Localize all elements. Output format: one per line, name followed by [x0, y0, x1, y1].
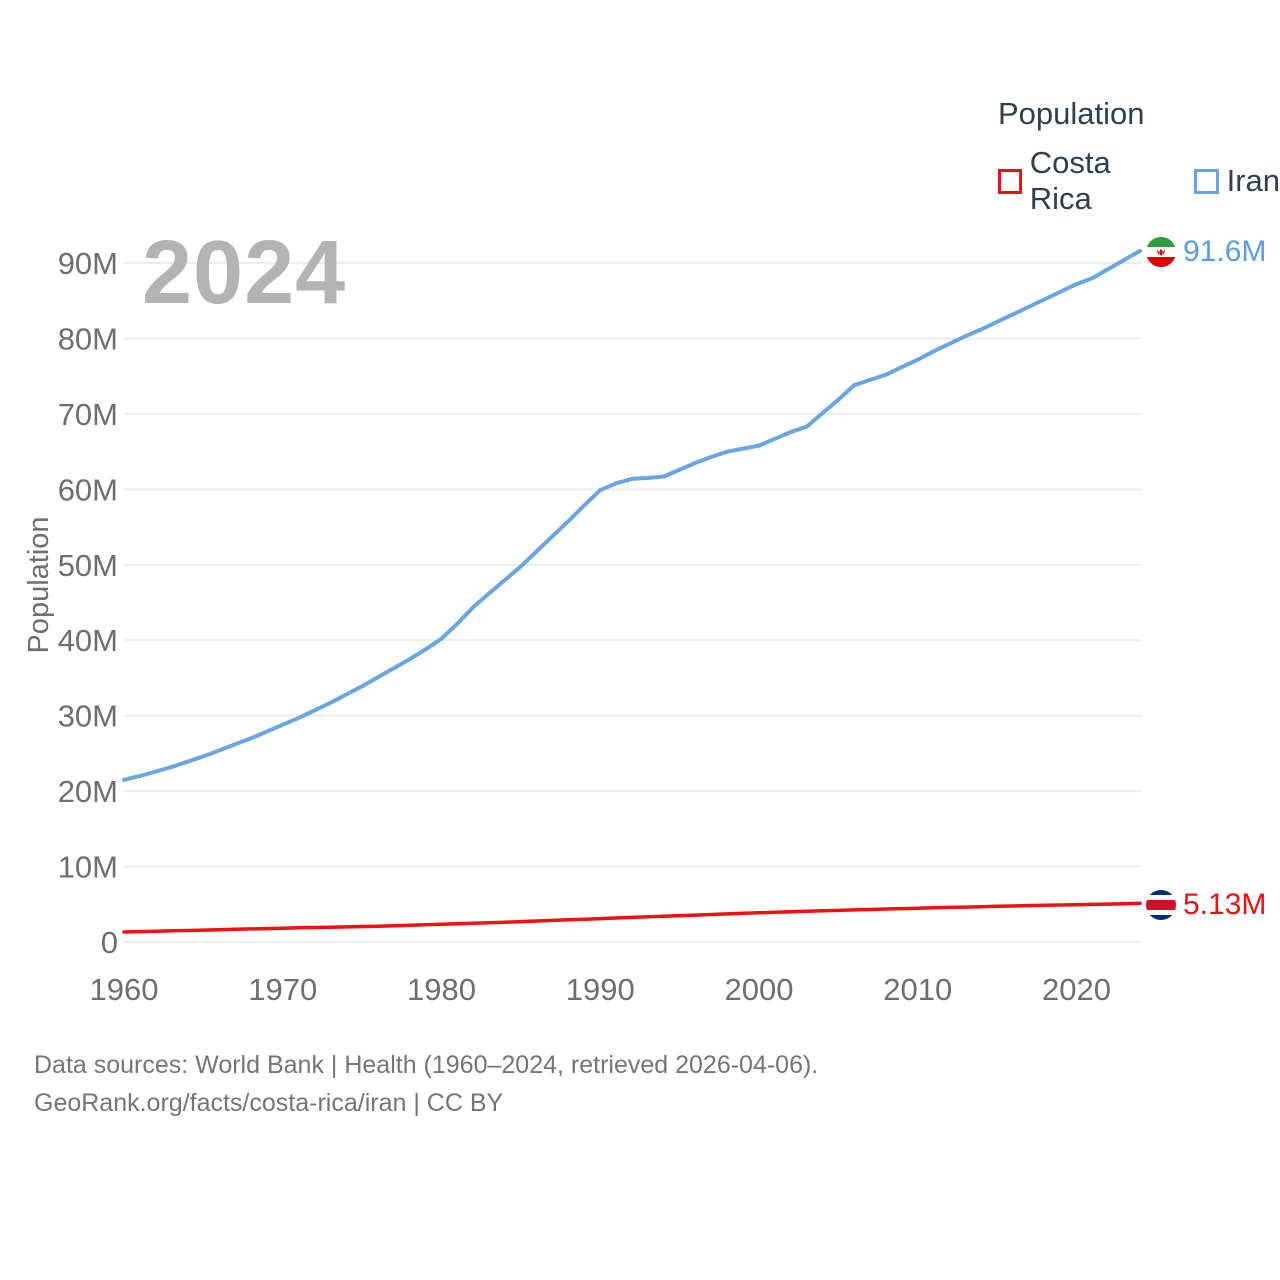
x-tick-label: 1990: [566, 972, 635, 1007]
legend: Population Costa Rica Iran: [998, 96, 1280, 217]
year-watermark: 2024: [142, 223, 347, 323]
y-tick-label: 70M: [58, 397, 118, 432]
x-tick-label: 1960: [90, 972, 159, 1007]
footer-attribution: GeoRank.org/facts/costa-rica/iran | CC B…: [34, 1089, 504, 1117]
iran-end-value: 91.6M: [1183, 235, 1267, 268]
population-chart: 0 10M 20M 30M 40M 50M 60M 70M 80M 90M 1960 1970 1980…: [23, 246, 1142, 1007]
costa-rica-flag-icon: [1146, 890, 1176, 920]
x-tick-label: 2020: [1042, 972, 1111, 1007]
y-tick-label: 90M: [58, 246, 118, 281]
x-tick-label: 2000: [725, 972, 794, 1007]
y-tick-label: 40M: [58, 623, 118, 658]
footer: Data sources: World Bank | Health (1960–…: [34, 1046, 818, 1122]
legend-title: Population: [998, 96, 1145, 131]
x-tick-label: 1970: [248, 972, 317, 1007]
x-tick-label: 1980: [407, 972, 476, 1007]
end-label-iran: 91.6M: [1146, 235, 1266, 269]
end-label-costa-rica: 5.13M: [1146, 888, 1266, 922]
legend-items: Costa Rica Iran: [998, 145, 1280, 217]
series-line-costa-rica[interactable]: [122, 901, 1142, 934]
legend-label-iran: Iran: [1226, 163, 1280, 198]
y-tick-label: 30M: [58, 699, 118, 734]
y-tick-label: 50M: [58, 548, 118, 583]
y-tick-label: 80M: [58, 321, 118, 356]
costa-rica-end-value: 5.13M: [1183, 888, 1267, 921]
iran-flag-icon: [1146, 237, 1176, 267]
legend-swatch-iran[interactable]: [1193, 168, 1219, 194]
legend-item-iran[interactable]: Iran: [1193, 163, 1280, 199]
y-axis-title: Population: [23, 516, 55, 653]
legend-label-costa-rica: Costa Rica: [1029, 145, 1111, 216]
footer-sources: Data sources: World Bank | Health (1960–…: [34, 1051, 819, 1079]
x-tick-label: 2010: [883, 972, 952, 1007]
y-tick-label: 10M: [58, 850, 118, 885]
series-line-iran[interactable]: [122, 248, 1142, 782]
legend-swatch-costa-rica[interactable]: [998, 168, 1022, 194]
legend-item-costa-rica[interactable]: Costa Rica: [998, 145, 1172, 217]
y-tick-label: 60M: [58, 472, 118, 507]
y-tick-label: 0: [101, 925, 118, 960]
y-tick-label: 20M: [58, 774, 118, 809]
